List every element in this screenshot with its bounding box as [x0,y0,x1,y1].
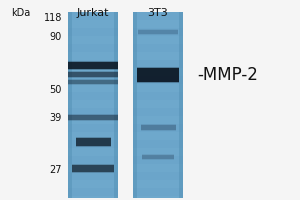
Bar [68,84,118,85]
Text: 50: 50 [50,85,62,95]
Bar [68,12,118,198]
Text: 39: 39 [50,113,62,123]
Bar [68,132,118,140]
Bar [133,188,183,196]
Bar [133,148,183,156]
Bar [142,155,174,159]
Bar [76,146,110,147]
Bar [68,180,118,188]
Bar [68,80,118,84]
Text: kDa: kDa [11,8,30,18]
Bar [68,62,118,69]
Bar [133,60,183,68]
Bar [68,79,118,80]
Bar [138,30,178,34]
Bar [68,76,118,84]
Bar [68,61,118,62]
Bar [68,77,118,78]
Bar [68,12,118,20]
Text: -MMP-2: -MMP-2 [197,66,258,84]
Bar [133,92,183,100]
Bar [68,120,118,121]
Bar [133,52,183,60]
Bar [133,12,183,20]
Bar [76,137,110,138]
Bar [68,92,118,100]
Bar [114,12,118,198]
Bar [142,159,174,160]
Bar [68,12,72,198]
Bar [140,124,176,125]
Bar [133,180,183,188]
Bar [133,116,183,124]
Bar [68,156,118,164]
Bar [133,12,137,198]
Bar [72,172,114,173]
Text: 3T3: 3T3 [148,8,168,18]
Bar [133,28,183,36]
Bar [133,20,183,28]
Bar [68,36,118,44]
Bar [133,156,183,164]
Bar [68,116,118,124]
Bar [68,52,118,60]
Bar [68,72,118,77]
Bar [140,125,176,130]
Bar [68,44,118,52]
Bar [133,44,183,52]
Bar [68,100,118,108]
Bar [133,172,183,180]
Bar [68,140,118,148]
Bar [68,148,118,156]
Bar [68,124,118,132]
Bar [137,67,179,68]
Bar [68,84,118,92]
Bar [68,114,118,115]
Bar [68,69,118,70]
Bar [133,132,183,140]
Bar [68,172,118,180]
Bar [68,28,118,36]
Bar [68,164,118,172]
Bar [68,68,118,76]
Bar [133,140,183,148]
Bar [140,130,176,131]
Bar [133,100,183,108]
Bar [138,34,178,35]
Text: 118: 118 [44,13,62,23]
Bar [133,124,183,132]
Bar [138,29,178,30]
Bar [68,196,118,200]
Bar [72,164,114,165]
Text: 90: 90 [50,32,62,42]
Bar [133,12,183,198]
Bar [137,68,179,82]
Text: Jurkat: Jurkat [77,8,109,18]
Bar [179,12,183,198]
Bar [133,68,183,76]
Bar [133,196,183,200]
Bar [133,164,183,172]
Bar [142,154,174,155]
Bar [68,188,118,196]
Bar [68,108,118,116]
Bar [133,84,183,92]
Bar [133,108,183,116]
Bar [76,138,110,146]
Bar [68,71,118,72]
Bar [68,60,118,68]
Text: 27: 27 [50,165,62,175]
Bar [68,20,118,28]
Bar [137,82,179,83]
Bar [133,36,183,44]
Bar [133,76,183,84]
Bar [68,115,118,120]
Bar [72,165,114,172]
